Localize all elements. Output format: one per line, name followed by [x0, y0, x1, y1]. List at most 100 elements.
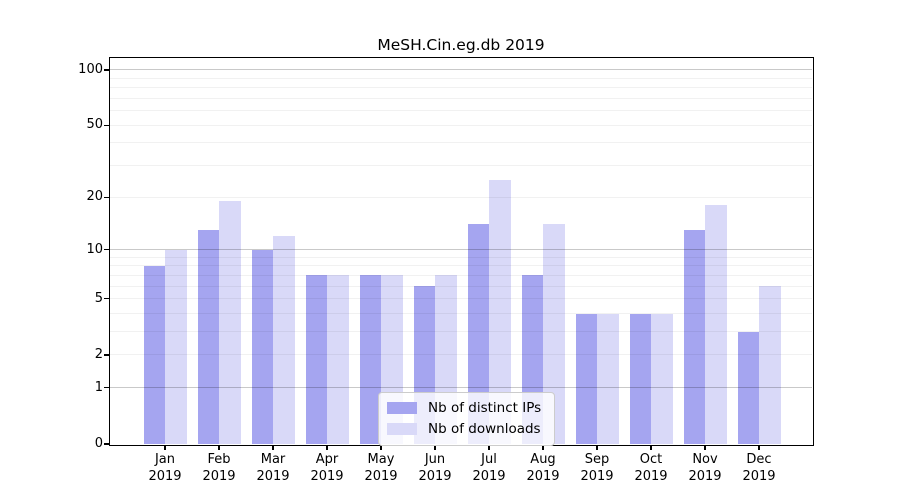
x-tick-label: Nov 2019: [678, 452, 732, 485]
x-tick: [326, 445, 328, 450]
x-tick-label: Aug 2019: [516, 452, 570, 485]
bar-distinct-ips-feb: [197, 230, 219, 444]
x-tick-month: Jul: [481, 452, 497, 467]
x-tick-label: Jun 2019: [408, 452, 462, 485]
y-tick: [104, 354, 109, 356]
gridline-minor: [110, 110, 812, 112]
bar-downloads-oct: [651, 313, 673, 444]
bar-distinct-ips-jan: [143, 265, 165, 444]
y-tick: [104, 124, 109, 126]
legend-item-distinct-ips: Nb of distinct IPs: [387, 399, 541, 417]
x-tick-month: Mar: [260, 452, 286, 467]
x-tick-year: 2019: [688, 468, 722, 484]
gridline-minor: [110, 124, 812, 126]
x-tick: [272, 445, 274, 450]
y-tick-label: 20: [86, 189, 103, 205]
x-tick-year: 2019: [256, 468, 290, 484]
x-tick-label: Oct 2019: [624, 452, 678, 485]
x-tick: [650, 445, 652, 450]
bar-downloads-mar: [273, 236, 295, 444]
gridline-major: [110, 69, 812, 71]
bar-distinct-ips-nov: [683, 230, 705, 444]
legend-item-downloads: Nb of downloads: [387, 420, 541, 438]
y-tick: [104, 443, 109, 445]
bar-downloads-jan: [165, 249, 187, 444]
x-tick-year: 2019: [310, 468, 344, 484]
gridline-minor: [110, 331, 812, 333]
gridline-minor: [110, 142, 812, 144]
x-tick-label: Dec 2019: [732, 452, 786, 485]
y-tick: [104, 69, 109, 71]
x-tick-month: Aug: [530, 452, 556, 467]
gridline-minor: [110, 313, 812, 315]
bar-downloads-nov: [705, 205, 727, 444]
bar-distinct-ips-mar: [251, 249, 273, 444]
x-tick: [488, 445, 490, 450]
gridline-minor: [110, 274, 812, 276]
gridline-major: [110, 387, 812, 389]
legend-swatch-distinct-ips: [387, 402, 417, 414]
gridline-major: [110, 249, 812, 251]
x-tick-month: Apr: [315, 452, 339, 467]
gridline-minor: [110, 285, 812, 287]
x-tick: [704, 445, 706, 450]
x-tick-year: 2019: [364, 468, 398, 484]
y-tick-label: 10: [86, 241, 103, 257]
x-tick-month: Oct: [639, 452, 663, 467]
bar-downloads-sep: [597, 313, 619, 444]
y-tick: [104, 196, 109, 198]
legend-label-downloads: Nb of downloads: [428, 421, 541, 437]
x-tick-month: Sep: [584, 452, 610, 467]
bar-distinct-ips-may: [359, 275, 381, 444]
x-tick: [218, 445, 220, 450]
bar-downloads-aug: [543, 224, 565, 444]
x-tick-month: May: [367, 452, 395, 467]
y-tick-label: 0: [94, 436, 103, 451]
y-tick-label: 1: [94, 379, 103, 395]
x-tick-label: Jan 2019: [138, 452, 192, 485]
x-tick-year: 2019: [634, 468, 668, 484]
x-tick-year: 2019: [418, 468, 452, 484]
x-tick-month: Feb: [207, 452, 231, 467]
bar-downloads-jul: [489, 179, 511, 444]
gridline-minor: [110, 87, 812, 89]
y-tick-label: 100: [78, 61, 103, 77]
x-tick-year: 2019: [526, 468, 560, 484]
y-tick: [104, 387, 109, 389]
bar-downloads-feb: [219, 201, 241, 444]
bar-distinct-ips-apr: [305, 275, 327, 444]
x-tick-month: Dec: [746, 452, 772, 467]
legend: Nb of distinct IPs Nb of downloads: [378, 392, 556, 446]
gridline-minor: [110, 196, 812, 198]
bar-distinct-ips-sep: [575, 313, 597, 444]
x-tick-year: 2019: [742, 468, 776, 484]
x-tick-label: Mar 2019: [246, 452, 300, 485]
x-tick-label: May 2019: [354, 452, 408, 485]
x-tick-year: 2019: [472, 468, 506, 484]
x-tick: [758, 445, 760, 450]
x-tick-year: 2019: [580, 468, 614, 484]
x-tick: [164, 445, 166, 450]
x-tick-year: 2019: [202, 468, 236, 484]
x-tick: [542, 445, 544, 450]
y-tick: [104, 248, 109, 251]
bar-downloads-apr: [327, 275, 349, 444]
y-tick-label: 2: [94, 346, 103, 362]
gridline-minor: [110, 354, 812, 356]
x-tick-label: Feb 2019: [192, 452, 246, 485]
x-tick-month: Jun: [424, 452, 446, 467]
legend-label-distinct-ips: Nb of distinct IPs: [428, 400, 542, 416]
gridline-minor: [110, 298, 812, 300]
gridline-minor: [110, 97, 812, 99]
y-tick: [104, 298, 109, 300]
gridline-minor: [110, 265, 812, 267]
gridline-minor: [110, 165, 812, 167]
x-tick: [380, 445, 382, 450]
gridline-minor: [110, 77, 812, 79]
x-tick-year: 2019: [148, 468, 182, 484]
x-tick: [434, 445, 436, 450]
bar-distinct-ips-oct: [629, 313, 651, 444]
legend-swatch-downloads: [387, 423, 417, 435]
x-tick: [596, 445, 598, 450]
